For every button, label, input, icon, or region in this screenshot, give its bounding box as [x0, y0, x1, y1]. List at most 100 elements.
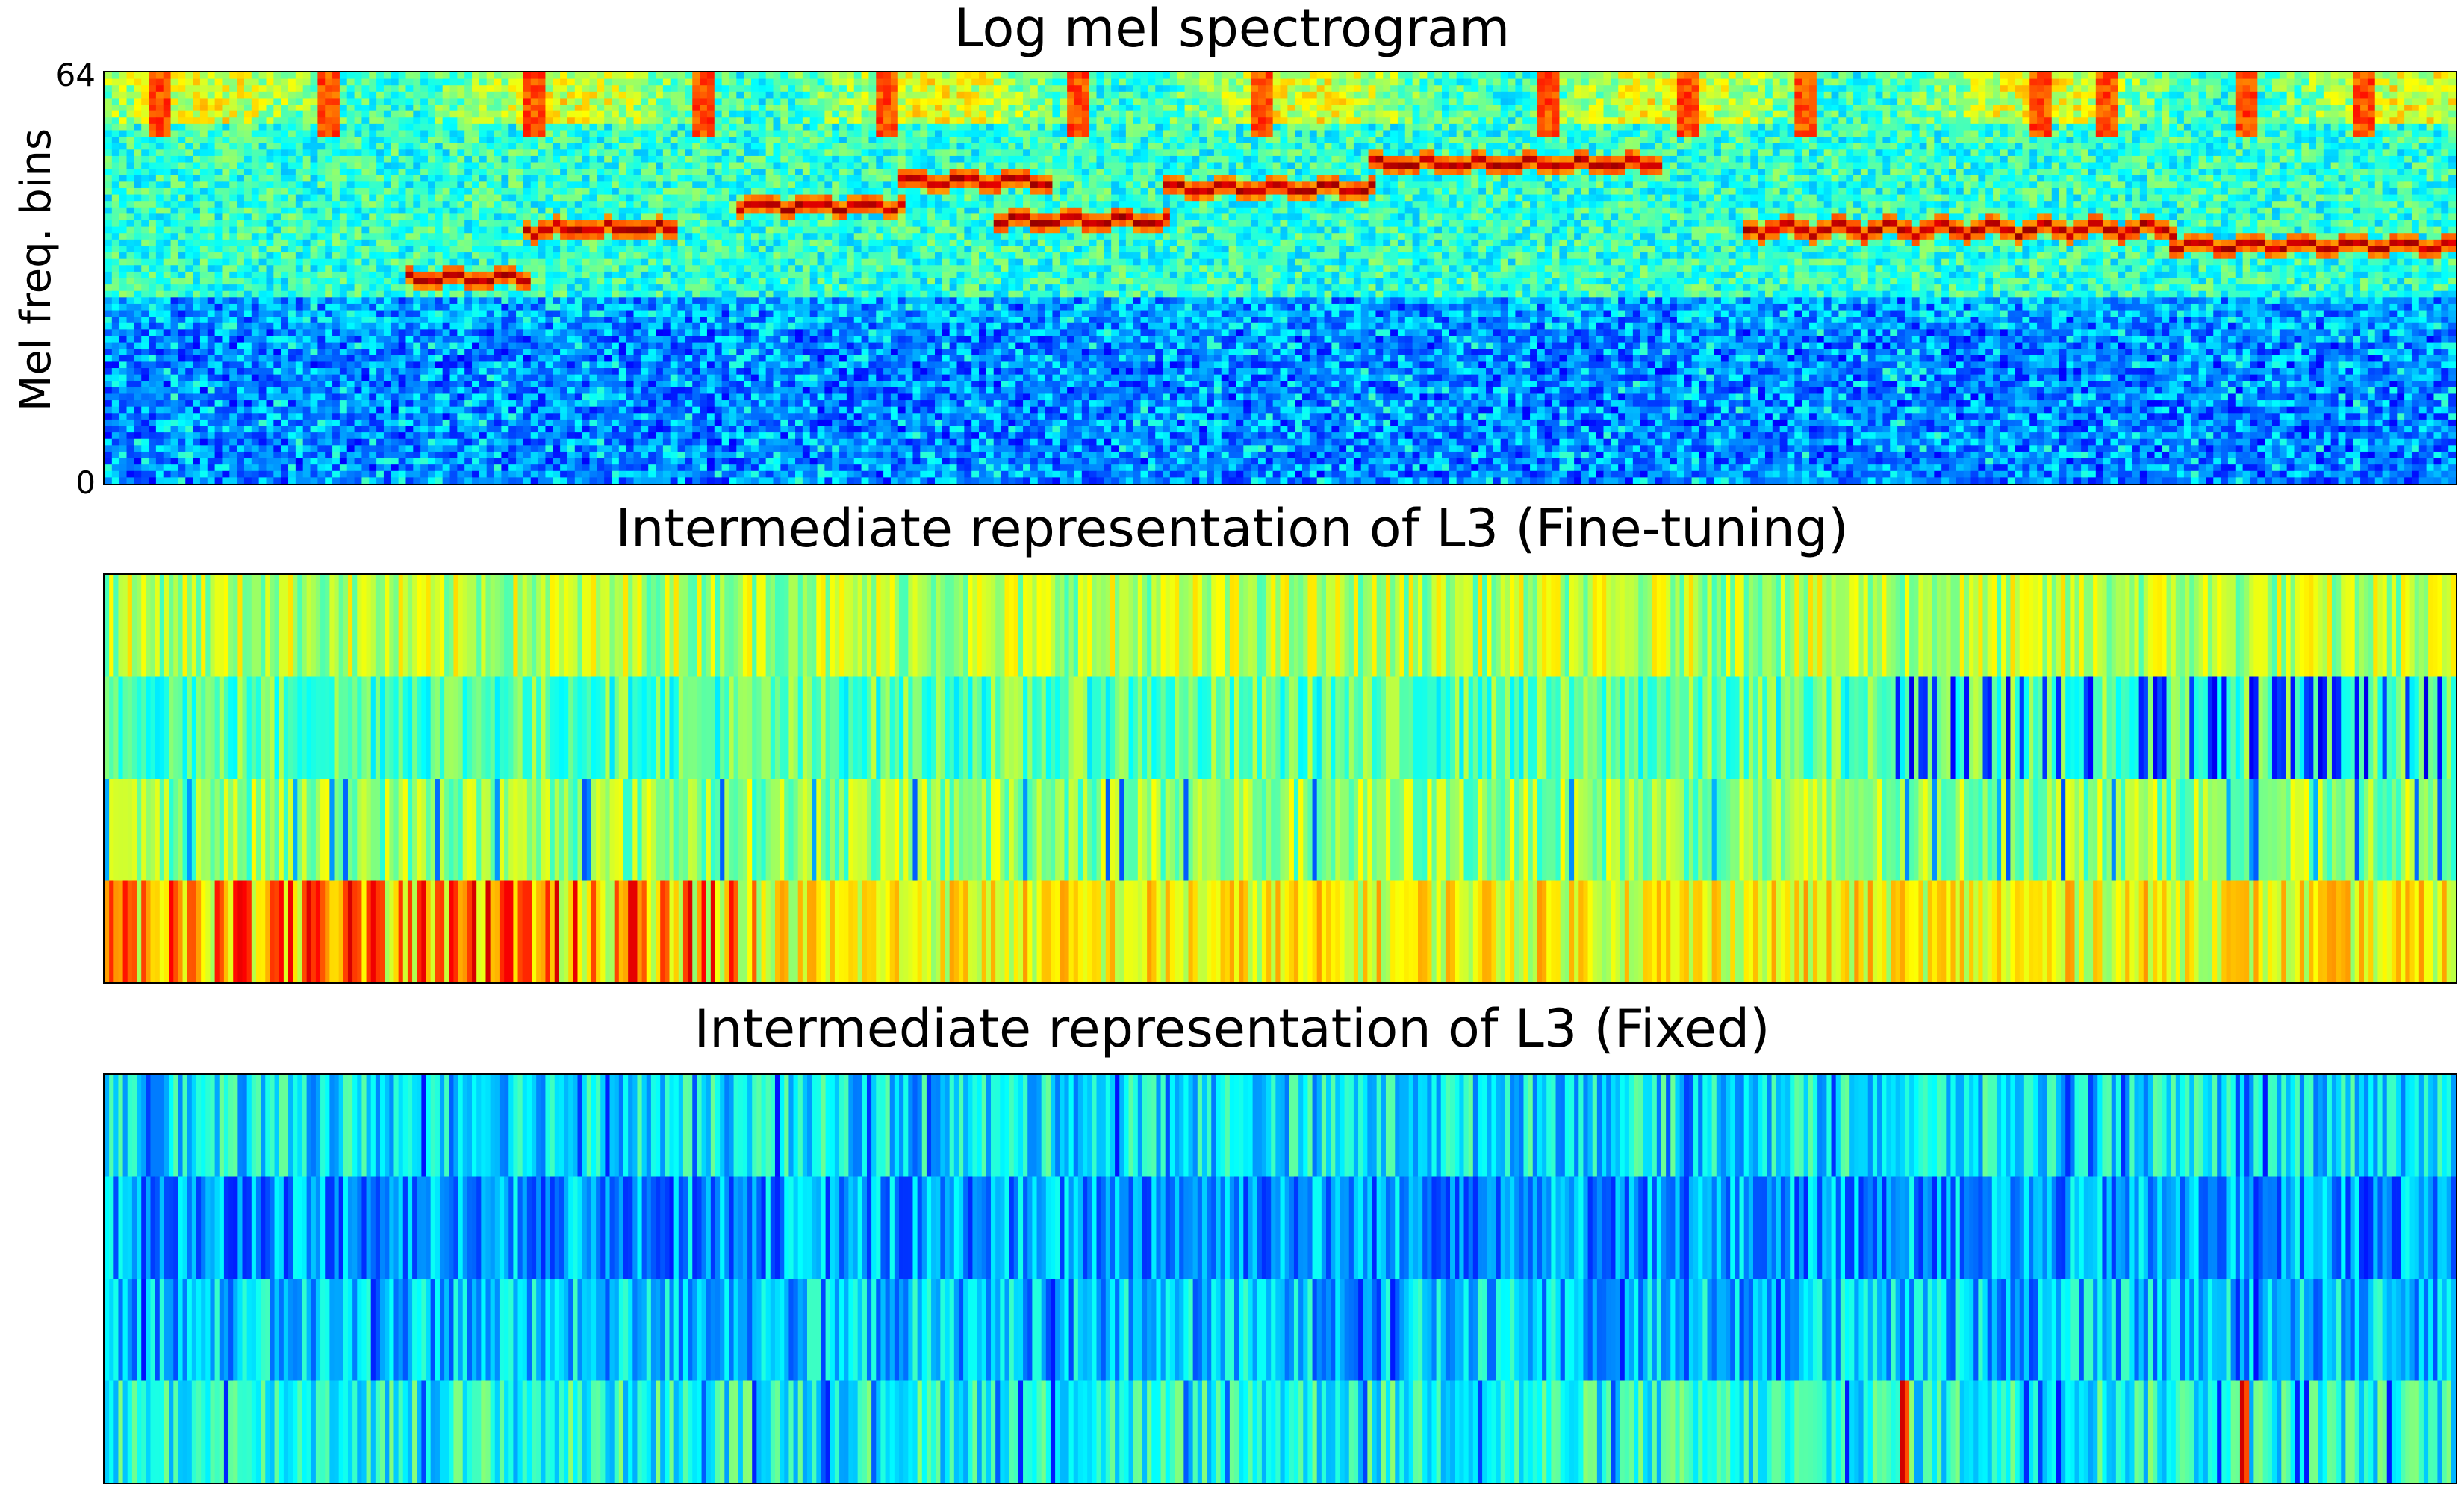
spectrogram-cell — [339, 130, 348, 137]
spectrogram-cell — [612, 105, 620, 112]
spectrogram-cell — [1530, 85, 1538, 93]
spectrogram-cell — [802, 162, 811, 169]
spectrogram-cell — [1316, 130, 1325, 137]
spectrogram-cell — [802, 130, 811, 137]
spectrogram-cell — [1119, 117, 1127, 125]
spectrogram-cell — [1647, 78, 1655, 86]
spectrogram-cell — [2059, 130, 2067, 137]
spectrogram-cell — [163, 72, 172, 80]
spectrogram-cell — [700, 123, 708, 131]
spectrogram-cell — [134, 117, 142, 125]
spectrogram-cell — [214, 137, 223, 144]
spectrogram-cell — [1581, 130, 1590, 137]
spectrogram-cell — [1919, 85, 1927, 93]
spectrogram-cell — [2000, 117, 2009, 125]
spectrogram-cell — [1706, 149, 1714, 157]
spectrogram-cell — [1670, 162, 1678, 169]
spectrogram-cell — [2338, 91, 2346, 99]
spectrogram-cell — [1390, 91, 1399, 99]
spectrogram-cell — [302, 137, 311, 144]
spectrogram-cell — [2206, 137, 2214, 144]
spectrogram-cell — [1353, 117, 1362, 125]
spectrogram-cell — [2110, 78, 2118, 86]
spectrogram-cell — [883, 72, 892, 80]
spectrogram-cell — [237, 149, 245, 157]
spectrogram-cell — [1750, 137, 1758, 144]
spectrogram-cell — [119, 85, 128, 93]
spectrogram-cell — [1537, 162, 1546, 169]
spectrogram-cell — [2191, 98, 2200, 105]
spectrogram-cell — [1375, 137, 1384, 144]
spectrogram-cell — [126, 155, 134, 163]
spectrogram-cell — [332, 72, 340, 80]
spectrogram-cell — [1111, 85, 1119, 93]
spectrogram-cell — [155, 123, 164, 131]
spectrogram-cell — [2330, 85, 2339, 93]
spectrogram-cell — [302, 162, 311, 169]
spectrogram-cell — [1037, 130, 1046, 137]
spectrogram-cell — [1427, 105, 1435, 112]
spectrogram-cell — [472, 72, 480, 80]
spectrogram-cell — [920, 123, 928, 131]
spectrogram-cell — [582, 117, 590, 125]
spectrogram-cell — [2330, 110, 2339, 118]
spectrogram-cell — [1375, 155, 1384, 163]
spectrogram-cell — [2418, 98, 2427, 105]
spectrogram-cell — [1125, 91, 1134, 99]
spectrogram-cell — [2345, 117, 2353, 125]
spectrogram-cell — [1397, 137, 1406, 144]
spectrogram-cell — [2081, 155, 2089, 163]
spectrogram-cell — [2162, 98, 2170, 105]
spectrogram-cell — [1441, 105, 1450, 112]
spectrogram-cell — [1809, 110, 1817, 118]
spectrogram-cell — [626, 137, 635, 144]
spectrogram-cell — [1956, 91, 1964, 99]
spectrogram-cell — [281, 130, 289, 137]
spectrogram-cell — [1720, 130, 1729, 137]
spectrogram-cell — [744, 78, 752, 86]
spectrogram-cell — [1302, 149, 1310, 157]
spectrogram-cell — [846, 155, 855, 163]
spectrogram-cell — [1375, 123, 1384, 131]
spectrogram-cell — [1339, 155, 1347, 163]
spectrogram-cell — [788, 78, 796, 86]
spectrogram-cell — [979, 117, 987, 125]
spectrogram-cell — [273, 117, 281, 125]
spectrogram-cell — [2162, 117, 2170, 125]
spectrogram-cell — [736, 78, 744, 86]
spectrogram-cell — [185, 72, 193, 80]
spectrogram-cell — [1787, 110, 1795, 118]
spectrogram-cell — [1456, 110, 1465, 118]
spectrogram-cell — [119, 123, 128, 131]
spectrogram-cell — [1236, 110, 1244, 118]
spectrogram-cell — [1471, 149, 1479, 157]
spectrogram-cell — [1353, 143, 1362, 150]
spectrogram-cell — [2235, 143, 2244, 150]
spectrogram-cell — [317, 162, 326, 169]
spectrogram-cell — [2139, 149, 2148, 157]
spectrogram-cell — [1779, 78, 1788, 86]
spectrogram-cell — [750, 149, 759, 157]
spectrogram-cell — [141, 137, 149, 144]
spectrogram-cell — [2015, 162, 2023, 169]
spectrogram-cell — [1875, 130, 1883, 137]
spectrogram-cell — [427, 78, 436, 86]
spectrogram-cell — [1676, 105, 1685, 112]
spectrogram-cell — [1714, 162, 1722, 169]
spectrogram-cell — [405, 91, 414, 99]
spectrogram-cell — [1611, 123, 1619, 131]
spectrogram-cell — [2183, 155, 2192, 163]
spectrogram-cell — [1911, 85, 1920, 93]
spectrogram-cell — [2007, 137, 2016, 144]
spectrogram-cell — [1544, 117, 1553, 125]
spectrogram-cell — [912, 117, 921, 125]
spectrogram-cell — [788, 117, 796, 125]
spectrogram-cell — [2271, 98, 2280, 105]
spectrogram-cell — [1846, 98, 1854, 105]
spectrogram-cell — [2433, 149, 2442, 157]
spectrogram-cell — [1023, 162, 1031, 169]
spectrogram-cell — [905, 123, 913, 131]
spectrogram-cell — [920, 91, 928, 99]
spectrogram-cell — [1052, 117, 1060, 125]
spectrogram-cell — [516, 98, 524, 105]
